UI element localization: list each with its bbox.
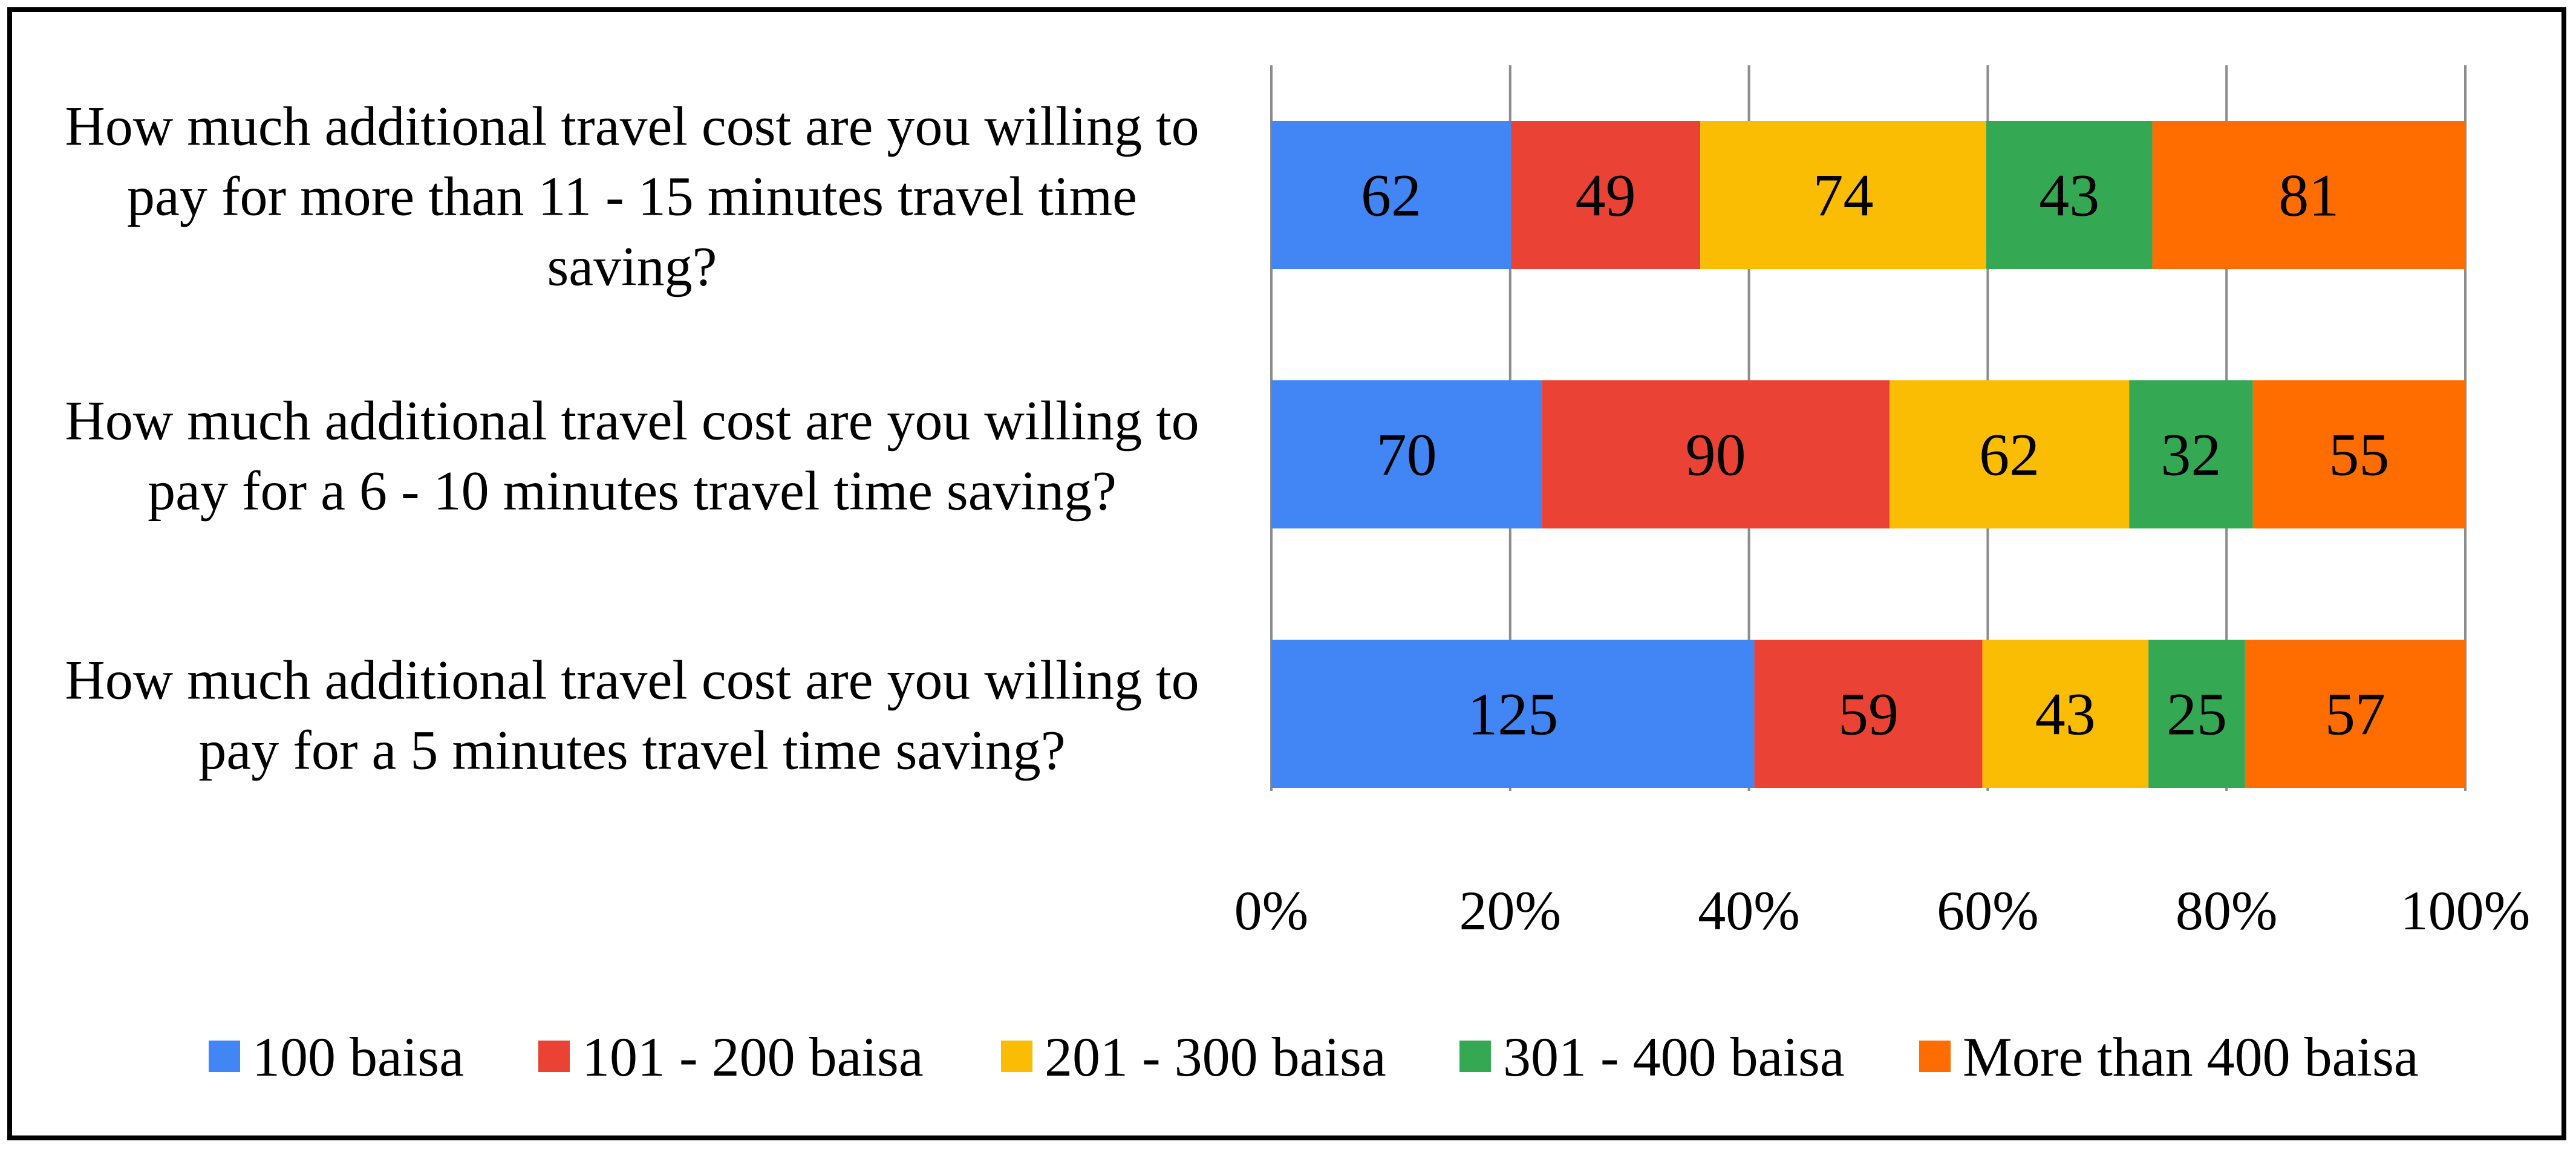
bar-segment [2252, 380, 2465, 528]
x-tick-label: 80% [2176, 880, 2278, 941]
data-label: 55 [2329, 421, 2389, 489]
category-label: pay for more than 11 - 15 minutes travel… [127, 166, 1137, 227]
legend-label: 100 baisa [252, 1026, 464, 1088]
legend: 100 baisa 101 - 200 baisa 201 - 300 baisa 3… [209, 1026, 2419, 1088]
data-label: 57 [2325, 681, 2385, 748]
legend-label: 301 - 400 baisa [1503, 1026, 1845, 1088]
data-label: 59 [1838, 681, 1899, 748]
data-label: 62 [1361, 162, 1421, 229]
data-label: 62 [1979, 421, 2040, 489]
data-label: 90 [1686, 421, 1746, 489]
bar-segment [1511, 121, 1701, 269]
bar-segment [1271, 380, 1542, 528]
category-label: saving? [547, 236, 717, 297]
bar-segment [1271, 640, 1755, 788]
category-labels: How much additional travel cost are you … [65, 96, 1199, 781]
bar-segment [2245, 640, 2465, 788]
legend-swatch [538, 1041, 570, 1072]
legend-swatch [209, 1041, 240, 1072]
bar-segments [1271, 121, 2465, 788]
data-label: 70 [1377, 421, 1437, 489]
category-label: pay for a 6 - 10 minutes travel time sav… [148, 460, 1117, 522]
category-label: How much additional travel cost are you … [65, 390, 1199, 452]
bar-segment [1700, 121, 1986, 269]
legend-swatch [1919, 1041, 1951, 1072]
bar-segment [1890, 380, 2130, 528]
bar-segment [1986, 121, 2153, 269]
bar-segment [1271, 121, 1511, 269]
bar-segment [1982, 640, 2149, 788]
legend-label: 201 - 300 baisa [1045, 1026, 1386, 1088]
bar-segment [1754, 640, 1983, 788]
data-label: 43 [2039, 162, 2099, 229]
data-label: 32 [2160, 421, 2221, 489]
category-label: How much additional travel cost are you … [65, 96, 1199, 157]
legend-swatch [1459, 1041, 1491, 1072]
bar-segment [2148, 640, 2245, 788]
x-axis-tick-labels: 0% 20% 40% 60% 80% 100% [1234, 880, 2531, 941]
category-label: How much additional travel cost are you … [65, 649, 1199, 711]
bar-segment [2129, 380, 2253, 528]
data-label: 43 [2035, 681, 2096, 748]
x-tick-label: 20% [1459, 880, 1561, 941]
x-tick-label: 0% [1234, 880, 1309, 941]
bar-segment [1542, 380, 1890, 528]
legend-label: More than 400 baisa [1963, 1026, 2419, 1088]
legend-label: 101 - 200 baisa [582, 1026, 924, 1088]
data-label: 25 [2167, 681, 2227, 748]
legend-swatch [1001, 1041, 1032, 1072]
x-tick-label: 100% [2401, 880, 2531, 941]
x-tick-label: 60% [1937, 880, 2039, 941]
bar-segment [2152, 121, 2465, 269]
data-labels: 62 49 74 43 81 70 90 62 32 55 125 59 43 25 57 [1361, 162, 2389, 748]
data-label: 81 [2278, 162, 2339, 229]
data-label: 49 [1576, 162, 1636, 229]
x-tick-label: 40% [1698, 880, 1800, 941]
data-label: 74 [1813, 162, 1873, 229]
data-label: 125 [1467, 681, 1558, 748]
category-label: pay for a 5 minutes travel time saving? [198, 720, 1065, 781]
